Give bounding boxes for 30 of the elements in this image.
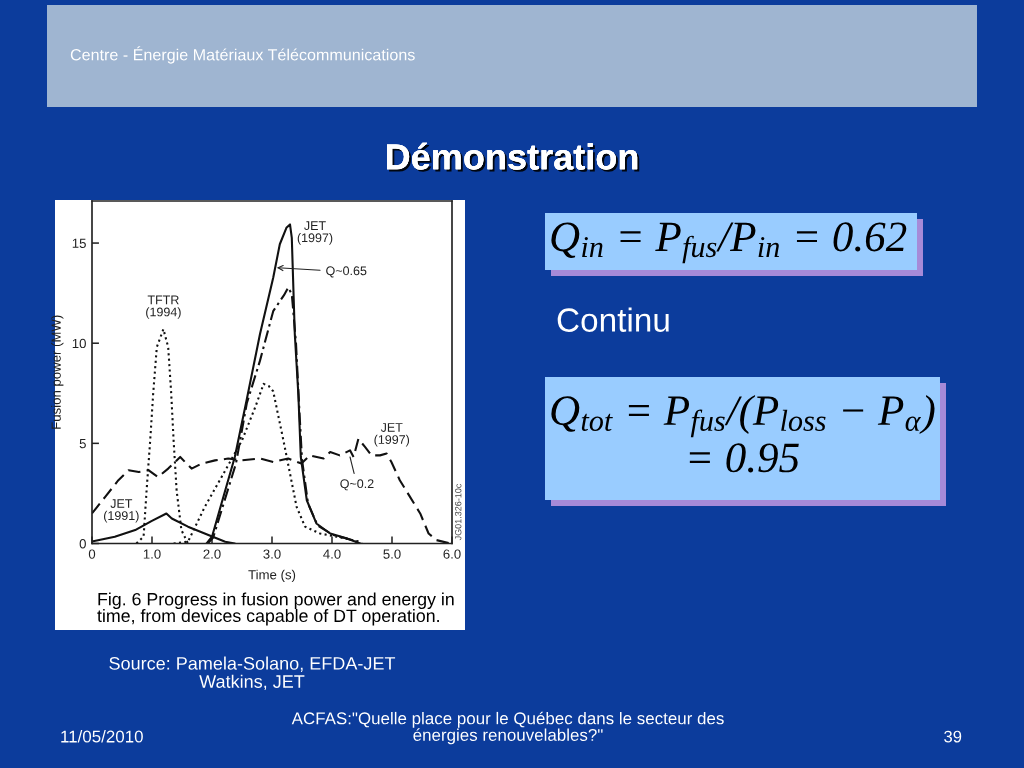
- annotation: TFTR (1994): [146, 295, 181, 319]
- text: Q$_{tot}$ = P$_{fus}$/(P$_{loss}$ − P$_{α}$) = 0.95: [551, 394, 935, 473]
- x-tick-label: 5.0: [383, 549, 401, 559]
- x-tick-label: 3.0: [263, 549, 281, 559]
- y-tick-label: 5: [79, 439, 86, 449]
- text: ACFAS:"Quelle place pour le Québec dans le secteur des énergies renouvelables?": [291, 711, 724, 745]
- caption: Fig. 6 Progress in fusion power and energy in time, from devices capable of DT operation.: [97, 592, 454, 626]
- text: Q$_{in}$ = P$_{fus}$/P$_{in}$ = 0.62: [551, 222, 907, 264]
- annotation: Q~0.2: [340, 479, 374, 491]
- x-tick-label: 1.0: [143, 549, 161, 559]
- source-note: Source: Pamela-Solano, EFDA-JET Watkins, JET: [109, 656, 396, 691]
- y-axis-title: Fusion power (MW): [51, 315, 64, 429]
- annotation: JET (1997): [374, 423, 410, 447]
- x-tick-label: 4.0: [323, 549, 341, 559]
- text: 39: [944, 730, 962, 743]
- x-tick-label: 0: [88, 549, 96, 559]
- text: Continu: [557, 307, 669, 332]
- annotation: JET (1997): [297, 221, 333, 245]
- text: Centre - Énergie Matériaux Télécommunications: [70, 46, 415, 64]
- text: 11/05/2010: [61, 730, 143, 743]
- x-tick-label: 6.0: [443, 549, 461, 559]
- annotation: JET (1991): [104, 499, 139, 523]
- y-tick-label: 15: [72, 238, 86, 248]
- y-tick-label: 10: [72, 338, 86, 349]
- chart-title: Démonstration: [387, 142, 640, 172]
- x-tick-label: 2.0: [203, 549, 221, 559]
- x-axis-title: Time (s): [248, 569, 296, 582]
- text: JG01.326-10c: [455, 483, 462, 541]
- y-tick-label: 0: [79, 539, 86, 549]
- annotation: Q~0.65: [326, 266, 367, 278]
